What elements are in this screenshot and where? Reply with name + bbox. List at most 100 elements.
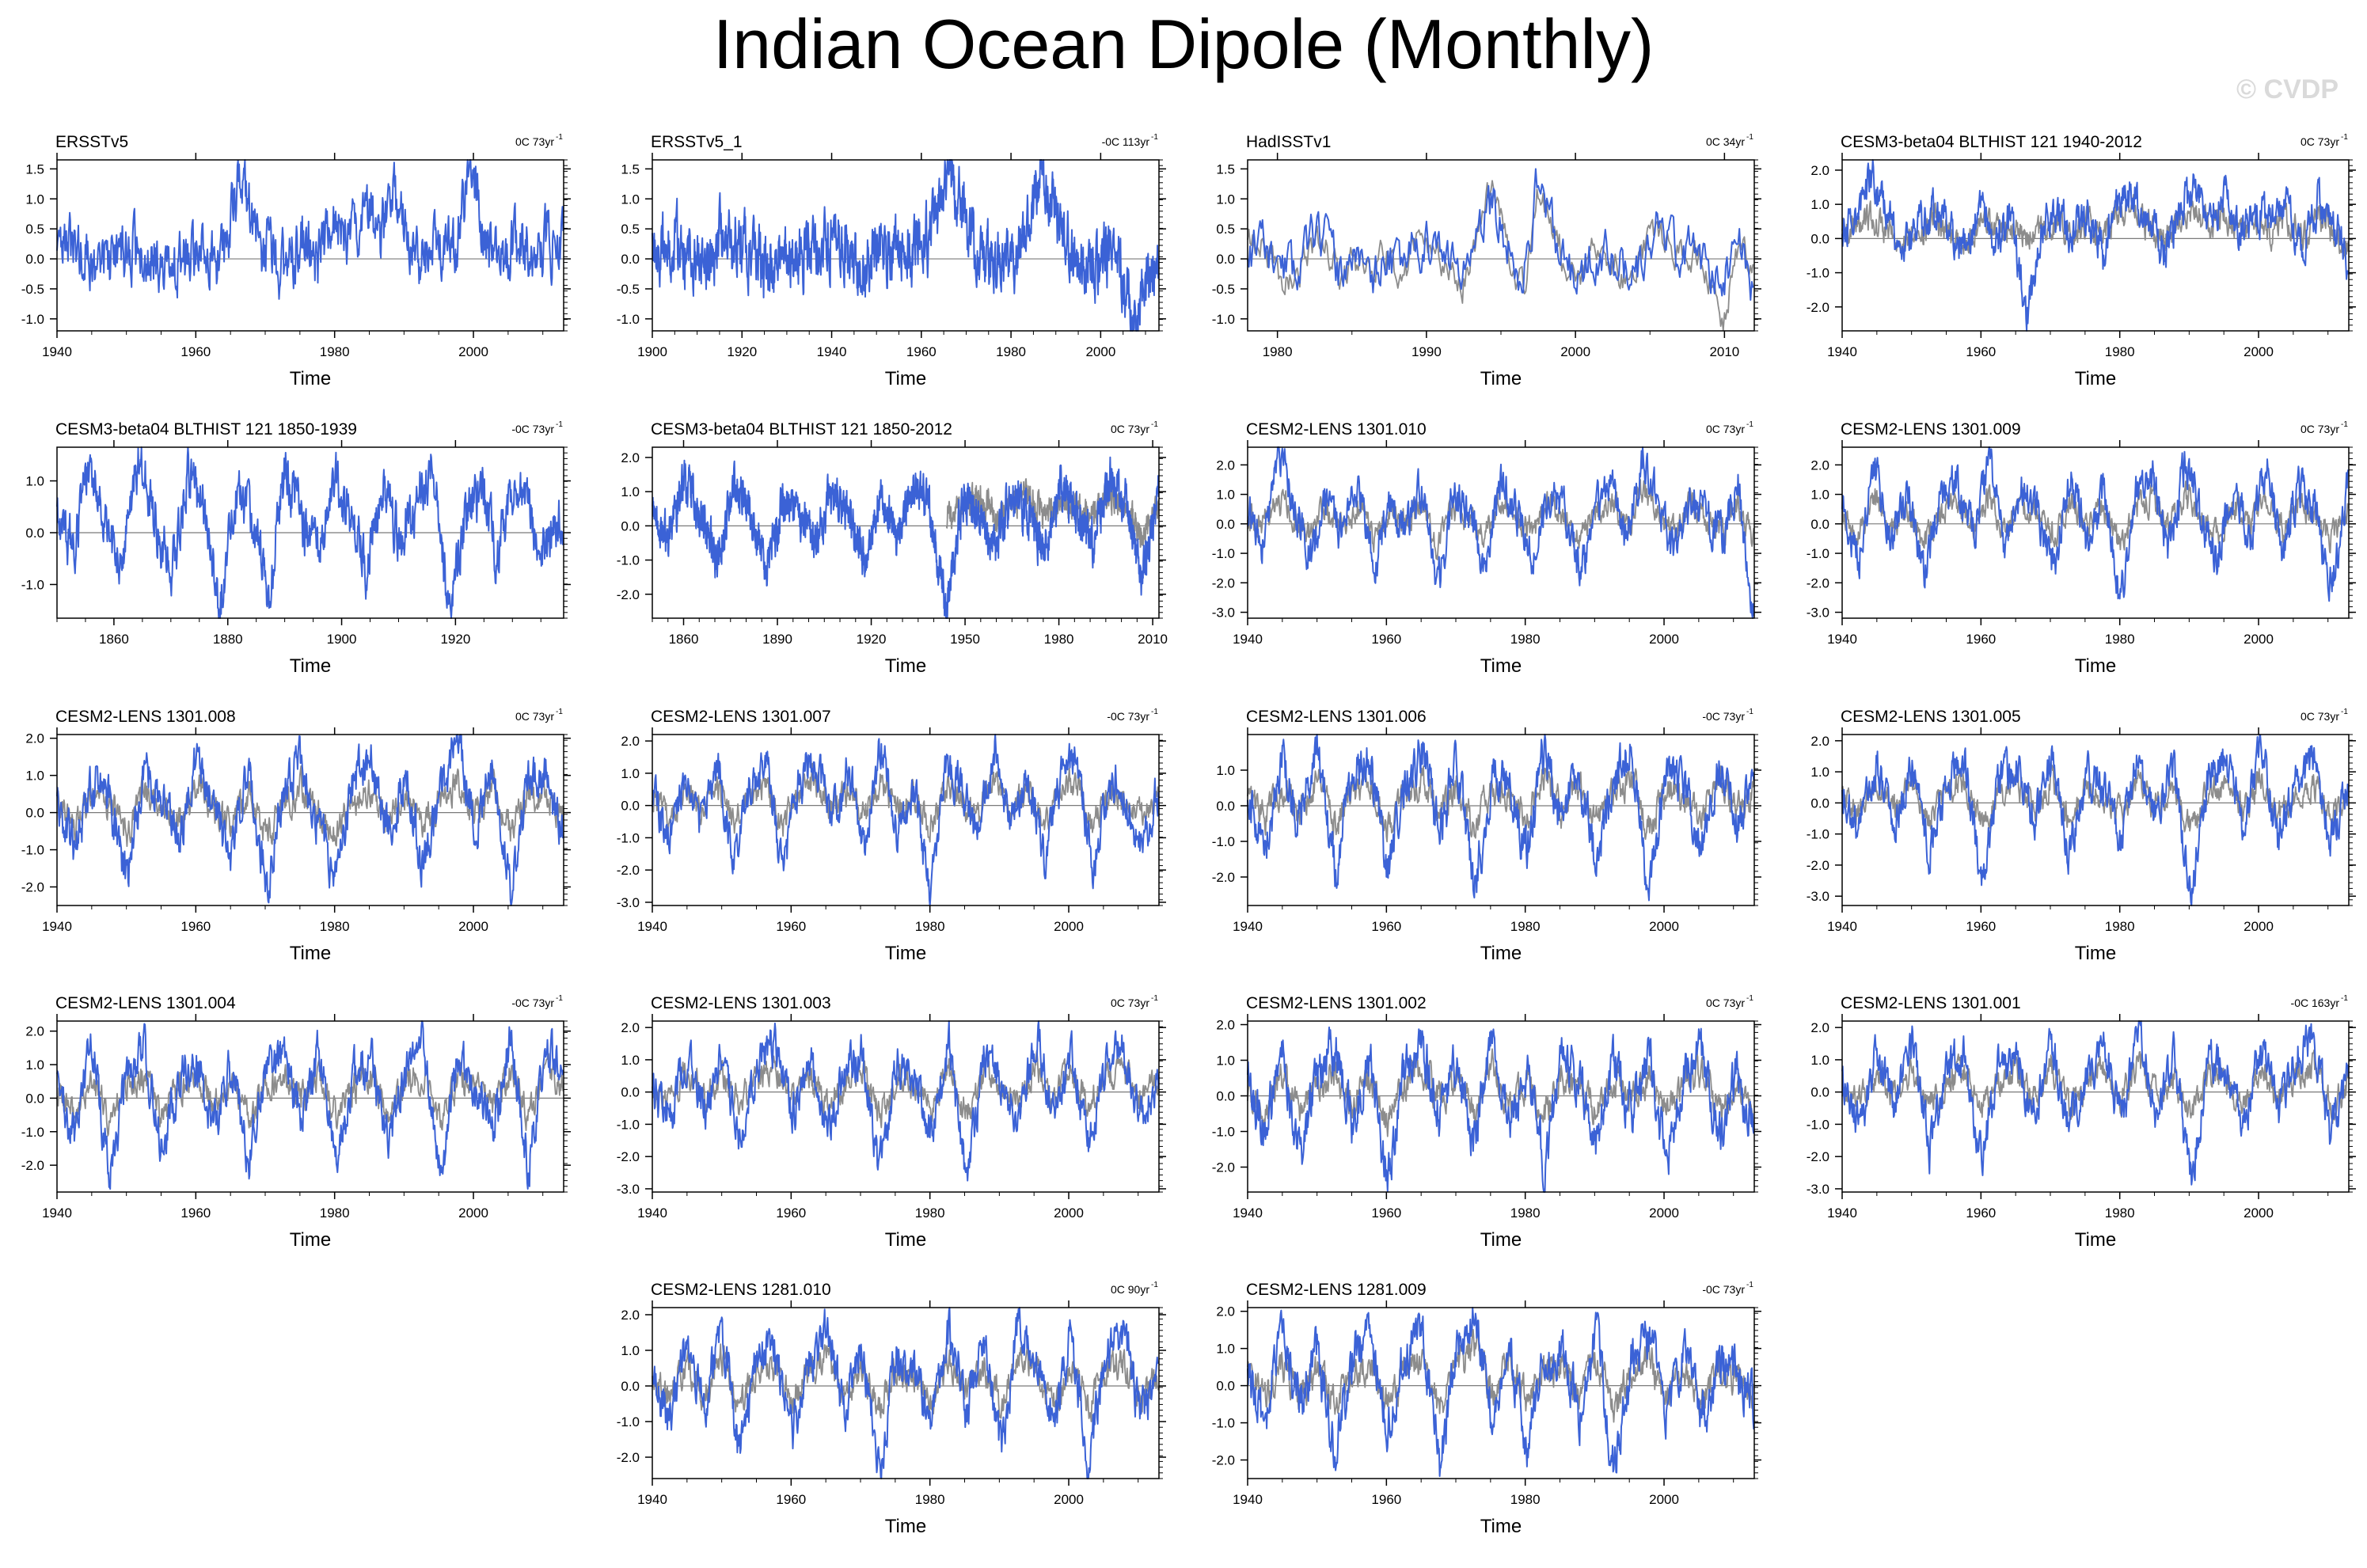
x-tick-label: 1940 (817, 344, 847, 359)
series-line-primary (56, 446, 564, 619)
series-line-ensemble (1841, 764, 2350, 833)
y-tick-label: 0.0 (621, 252, 640, 267)
y-tick-label: 0.0 (1216, 1089, 1235, 1104)
y-tick-label: -1.0 (1807, 266, 1829, 281)
x-axis-label: Time (885, 655, 926, 677)
y-tick-label: -2.0 (617, 1149, 640, 1164)
annotation-superscript: -1 (1746, 133, 1753, 142)
panel-title: CESM2-LENS 1301.006 (1246, 708, 1427, 726)
panel-title: CESM2-LENS 1301.005 (1841, 708, 2021, 726)
panel-title: CESM2-LENS 1301.010 (1246, 420, 1427, 439)
annotation-superscript: -1 (556, 708, 563, 716)
y-tick-label: 2.0 (25, 1024, 44, 1039)
y-tick-label: 1.0 (621, 484, 640, 499)
panel-annotation: 0C 90yr (1111, 1283, 1149, 1296)
series-line-primary (1841, 734, 2350, 906)
x-tick-label: 1980 (915, 919, 945, 934)
y-tick-label: 1.0 (1216, 192, 1235, 207)
y-tick-label: -0.5 (1212, 282, 1235, 297)
y-tick-label: -1.0 (1807, 827, 1829, 842)
y-tick-label: 1.0 (25, 1057, 44, 1073)
y-tick-label: 0.0 (1216, 517, 1235, 532)
chart-panel: CESM2-LENS 1301.006 -0C 73yr -1 1940 1960 198… (1212, 708, 1761, 964)
series-line-primary (1841, 159, 2350, 332)
y-tick-label: 1.0 (621, 1053, 640, 1068)
x-tick-label: 1960 (1966, 1205, 1996, 1221)
y-tick-label: -2.0 (617, 1450, 640, 1465)
x-tick-label: 1980 (915, 1492, 945, 1507)
x-axis-label: Time (1480, 943, 1522, 964)
y-tick-label: 1.0 (25, 192, 44, 207)
y-tick-label: -2.0 (1212, 870, 1235, 885)
x-axis-label: Time (885, 368, 926, 389)
x-axis-label: Time (1480, 368, 1522, 389)
y-tick-label: 2.0 (1216, 1018, 1235, 1033)
panel-title: CESM2-LENS 1301.001 (1841, 994, 2021, 1012)
y-tick-label: -3.0 (617, 895, 640, 910)
x-tick-label: 1920 (440, 632, 470, 647)
y-tick-label: -2.0 (21, 1158, 44, 1173)
y-tick-label: 0.0 (1810, 231, 1829, 246)
x-tick-label: 2000 (2244, 344, 2274, 359)
x-tick-label: 1980 (1044, 632, 1074, 647)
y-tick-label: 2.0 (1810, 163, 1829, 178)
y-tick-label: -1.0 (617, 1414, 640, 1429)
x-tick-label: 1990 (1411, 344, 1442, 359)
panel-annotation: 0C 73yr (2301, 135, 2339, 148)
series-line-primary (1247, 446, 1755, 619)
y-tick-label: 1.0 (25, 769, 44, 784)
y-tick-label: 0.0 (1216, 252, 1235, 267)
panel-annotation: 0C 34yr (1706, 135, 1745, 148)
series-line-primary (652, 1307, 1160, 1479)
y-tick-label: 2.0 (1216, 457, 1235, 473)
y-tick-label: -1.0 (1807, 546, 1829, 561)
y-tick-label: 0.0 (621, 1379, 640, 1394)
x-tick-label: 1980 (2105, 344, 2135, 359)
y-tick-label: -1.0 (1212, 834, 1235, 849)
panel-annotation: -0C 73yr (511, 997, 554, 1009)
annotation-superscript: -1 (556, 994, 563, 1003)
y-tick-label: 2.0 (1810, 457, 1829, 473)
y-tick-label: 1.5 (25, 161, 44, 177)
x-tick-label: 1960 (906, 344, 937, 359)
x-axis-label: Time (290, 368, 331, 389)
x-tick-label: 1940 (1827, 632, 1857, 647)
x-tick-label: 2000 (1649, 632, 1679, 647)
y-tick-label: 0.0 (25, 806, 44, 821)
x-tick-label: 2000 (458, 344, 488, 359)
x-axis-label: Time (290, 943, 331, 964)
x-tick-label: 1960 (1371, 919, 1401, 934)
x-tick-label: 1940 (1827, 919, 1857, 934)
annotation-superscript: -1 (1151, 133, 1158, 142)
x-axis-label: Time (885, 943, 926, 964)
x-tick-label: 1940 (1827, 344, 1857, 359)
x-tick-label: 1960 (1371, 632, 1401, 647)
y-tick-label: -2.0 (1807, 1149, 1829, 1164)
panel-annotation: -0C 73yr (511, 423, 554, 435)
annotation-superscript: -1 (1746, 708, 1753, 716)
y-tick-label: 0.0 (621, 518, 640, 533)
y-tick-label: 1.0 (1216, 1054, 1235, 1069)
y-tick-label: 2.0 (1216, 1304, 1235, 1319)
chart-panel: CESM2-LENS 1301.008 0C 73yr -1 1940 1960 1980… (21, 708, 571, 964)
x-tick-label: 1960 (1966, 919, 1996, 934)
y-tick-label: 2.0 (1810, 1020, 1829, 1035)
annotation-superscript: -1 (2341, 994, 2348, 1003)
y-tick-label: 0.0 (1810, 1085, 1829, 1100)
x-axis-label: Time (1480, 1516, 1522, 1537)
y-tick-label: -2.0 (1212, 1160, 1235, 1175)
x-tick-label: 1980 (2105, 919, 2135, 934)
plot-frame (1247, 159, 1755, 332)
x-tick-label: 1960 (1966, 632, 1996, 647)
x-tick-label: 2000 (1054, 1205, 1084, 1221)
x-tick-label: 1960 (180, 1205, 211, 1221)
panel-title: CESM3-beta04 BLTHIST 121 1850-1939 (55, 420, 357, 439)
panel-title: ERSSTv5_1 (651, 133, 743, 151)
y-tick-label: -2.0 (1807, 575, 1829, 590)
panel-title: CESM2-LENS 1301.002 (1246, 994, 1427, 1012)
x-tick-label: 2000 (2244, 919, 2274, 934)
panel-annotation: 0C 73yr (515, 710, 554, 723)
annotation-superscript: -1 (1151, 420, 1158, 429)
panel-title: CESM2-LENS 1301.009 (1841, 420, 2021, 439)
x-tick-label: 1960 (776, 1492, 806, 1507)
